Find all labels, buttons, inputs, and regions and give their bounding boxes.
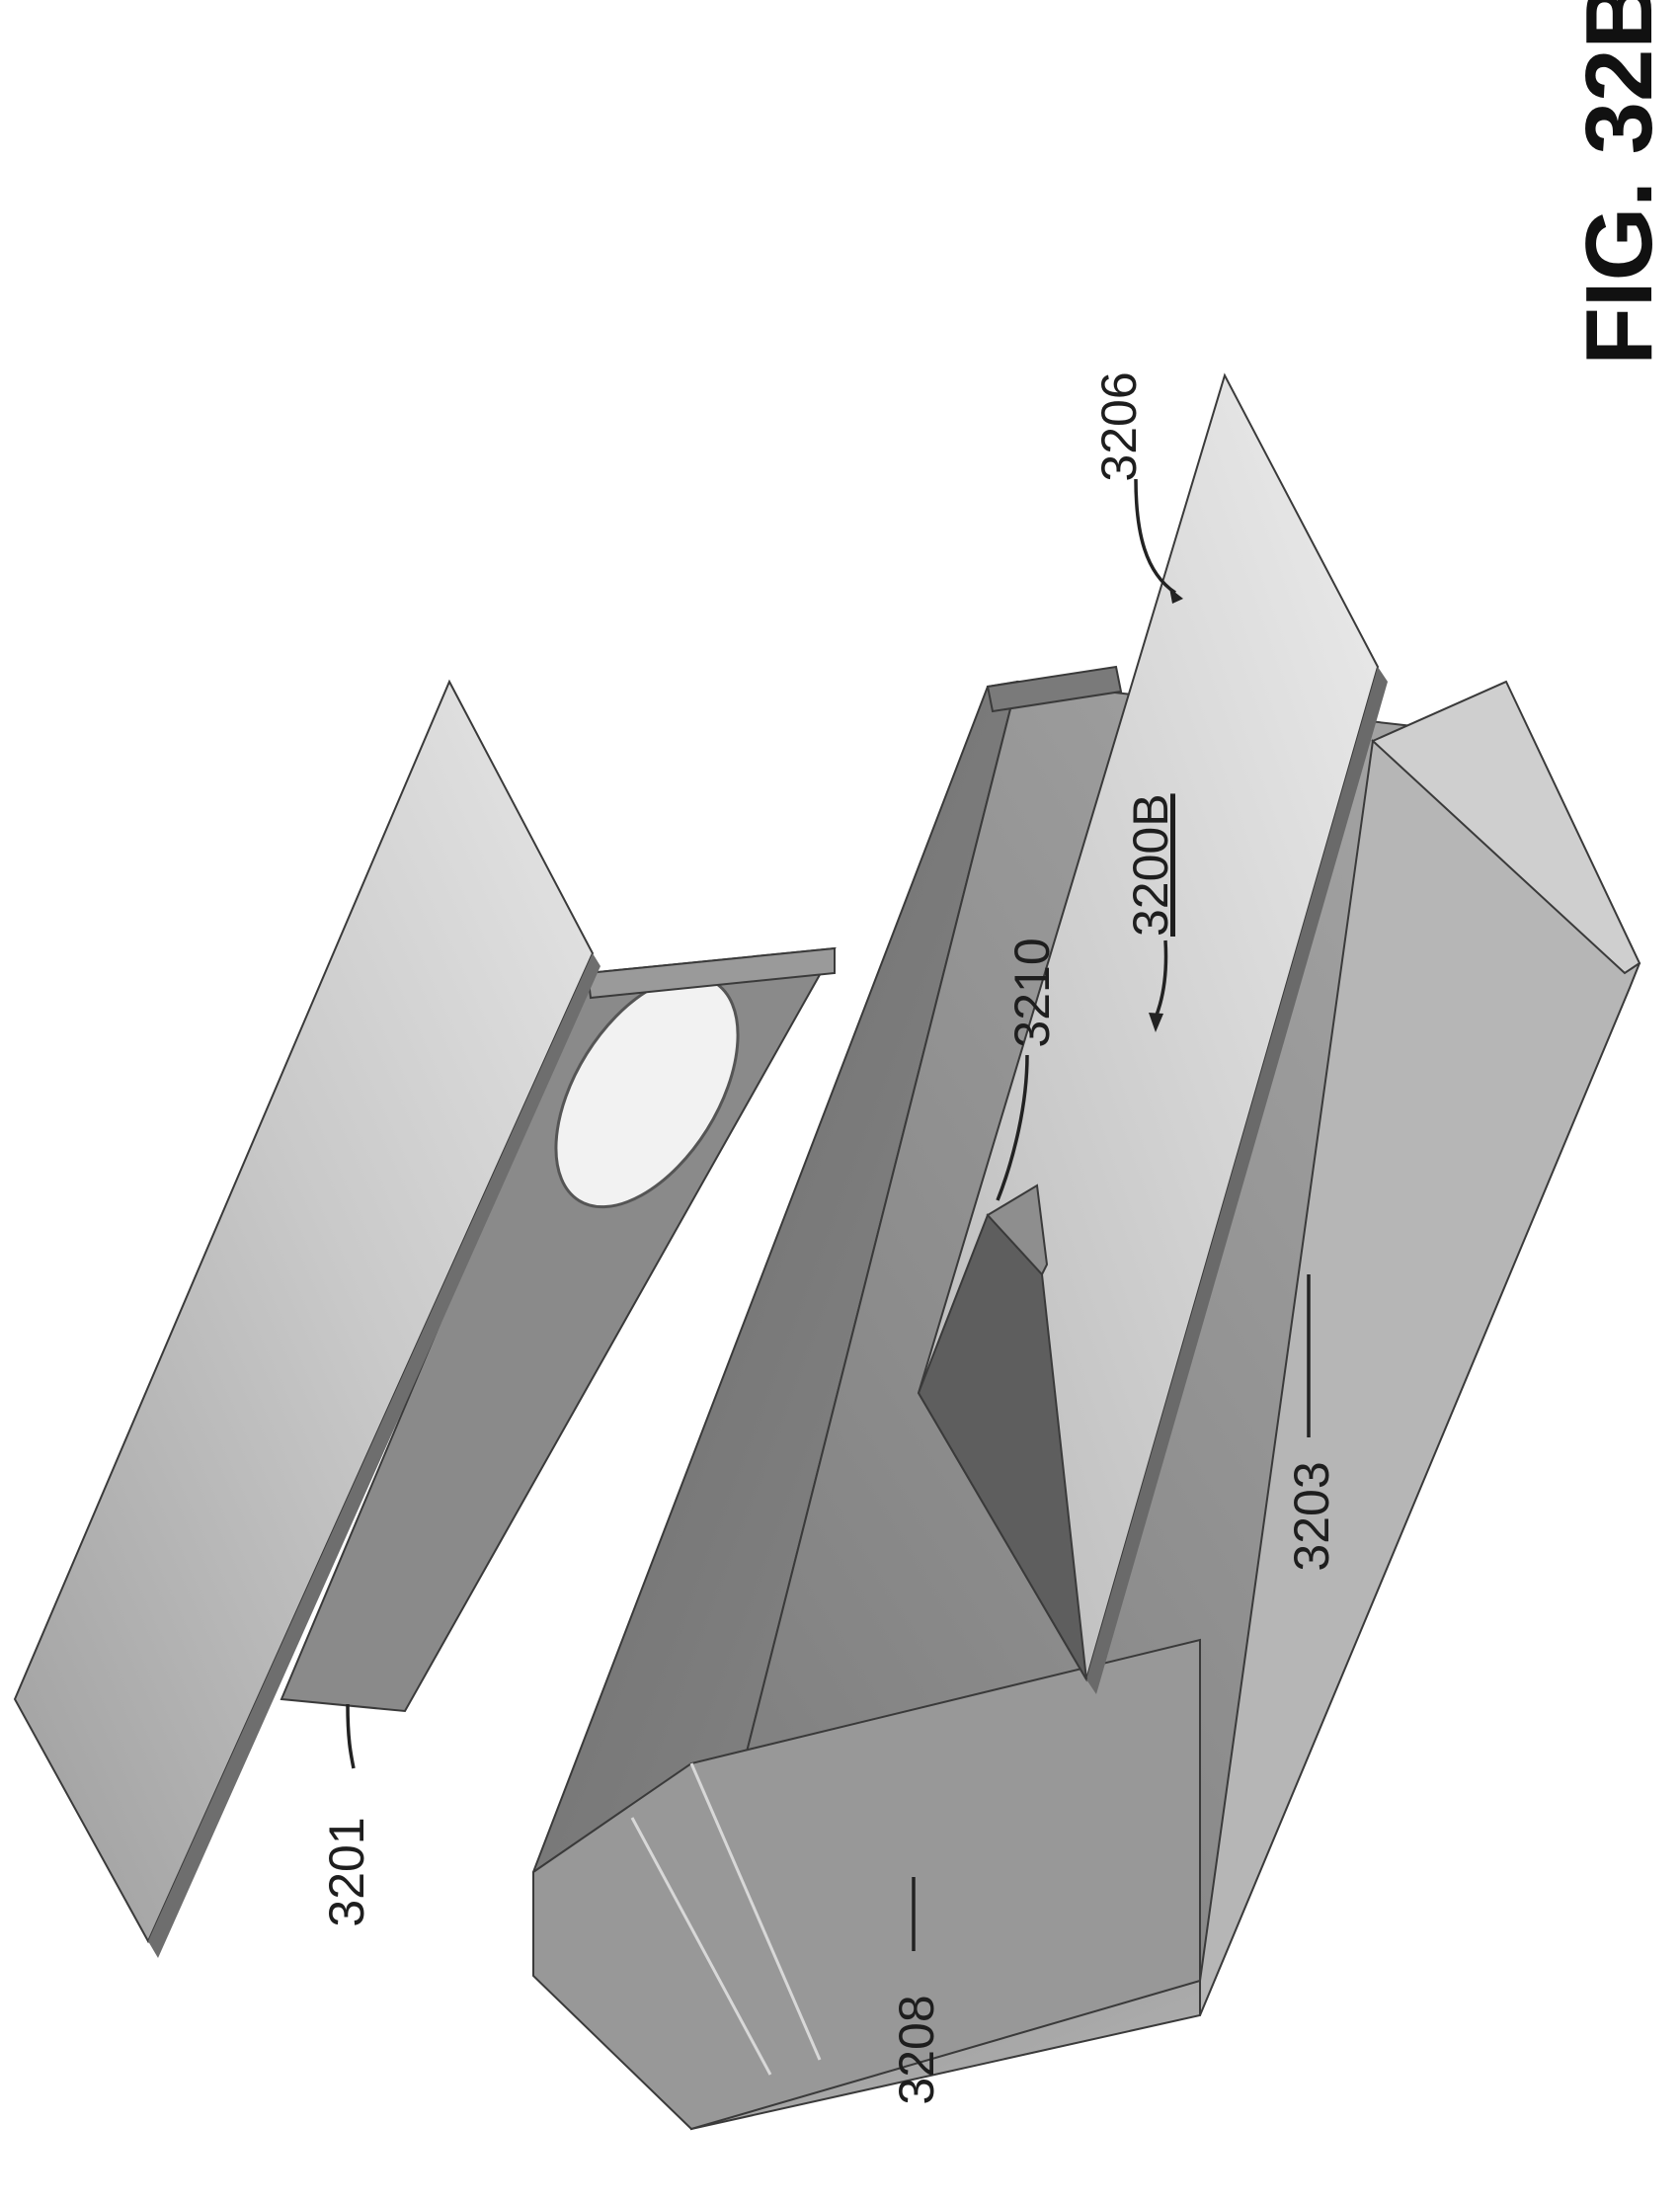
figure-caption: FIG. 32B (1566, 0, 1672, 366)
fold-ref-text: 3210 (1004, 938, 1060, 1047)
end-wall-ref-text: 3208 (889, 1995, 944, 2104)
assembly-ref-text: 3200B (1123, 793, 1178, 937)
lid-ref-text: 3201 (319, 1817, 374, 1926)
base-ref-text: 3203 (1284, 1461, 1339, 1571)
lid-leader (348, 1704, 354, 1768)
label-insert: 3206 (1091, 371, 1147, 481)
label-fold: 3210 (1004, 938, 1060, 1047)
label-base: 3203 (1284, 1461, 1339, 1571)
insert-ref-text: 3206 (1091, 371, 1147, 481)
label-end-wall: 3208 (889, 1995, 944, 2104)
figure-label-text: FIG. 32B (1566, 0, 1672, 366)
label-lid: 3201 (319, 1817, 374, 1926)
label-assembly-ref: 3200B (1123, 793, 1178, 937)
